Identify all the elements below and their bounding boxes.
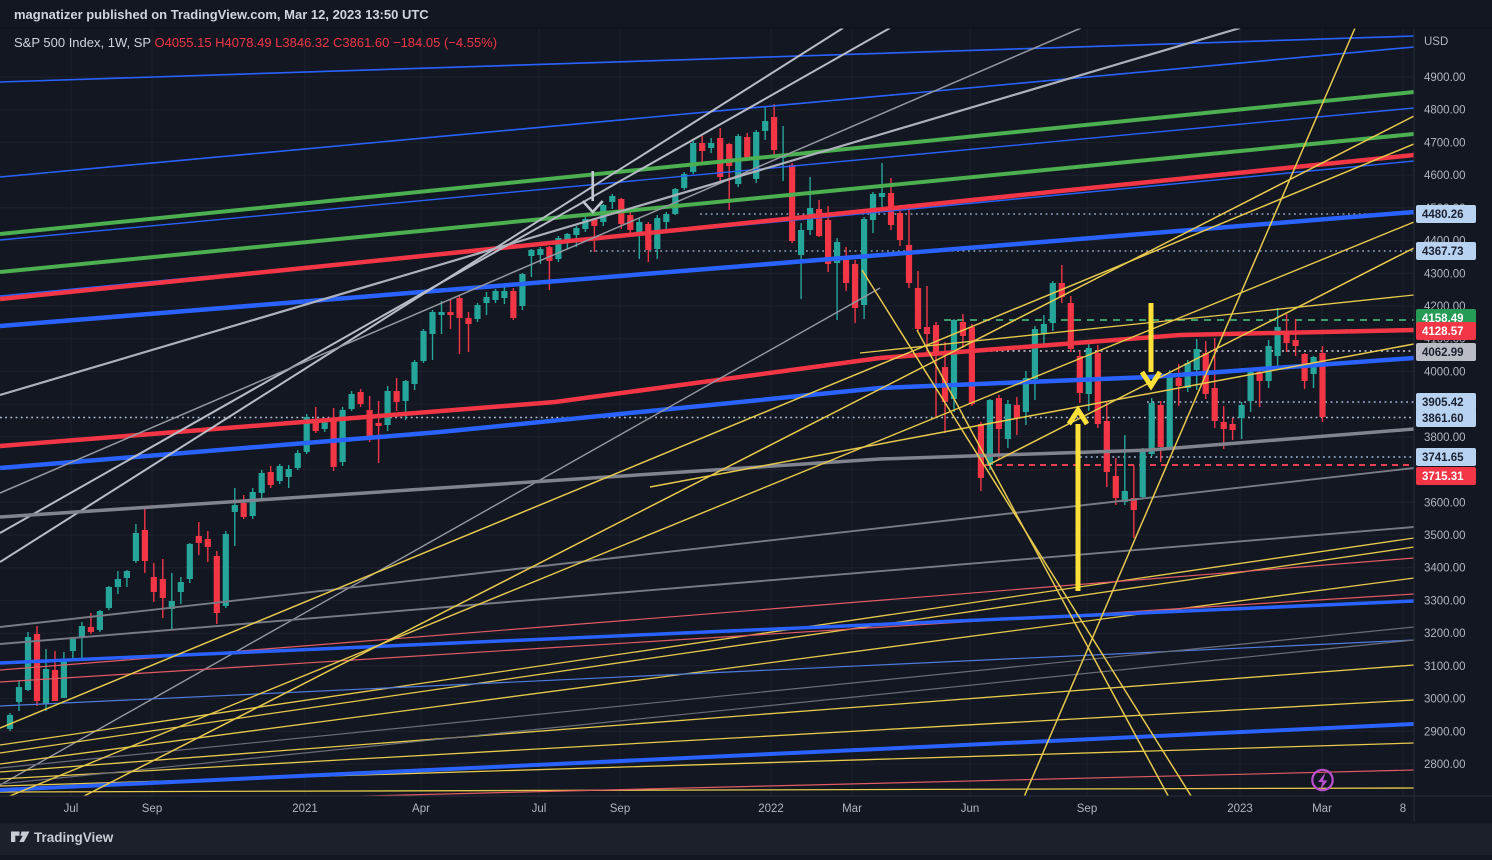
svg-text:4900.00: 4900.00 xyxy=(1424,72,1466,84)
svg-text:3715.31: 3715.31 xyxy=(1422,471,1464,483)
svg-text:Jul: Jul xyxy=(532,803,547,815)
svg-text:TradingView: TradingView xyxy=(34,830,114,845)
svg-text:4300.00: 4300.00 xyxy=(1424,268,1466,280)
svg-text:3861.60: 3861.60 xyxy=(1422,413,1464,425)
svg-text:Jul: Jul xyxy=(64,803,79,815)
svg-text:2900.00: 2900.00 xyxy=(1424,726,1466,738)
svg-text:Sep: Sep xyxy=(142,803,162,815)
svg-text:4000.00: 4000.00 xyxy=(1424,366,1466,378)
svg-text:4367.73: 4367.73 xyxy=(1422,246,1464,258)
svg-text:4600.00: 4600.00 xyxy=(1424,170,1466,182)
svg-text:Jun: Jun xyxy=(961,803,980,815)
svg-text:USD: USD xyxy=(1424,36,1448,48)
svg-text:3000.00: 3000.00 xyxy=(1424,694,1466,706)
svg-text:Mar: Mar xyxy=(842,803,862,815)
svg-text:2022: 2022 xyxy=(758,803,784,815)
svg-text:3500.00: 3500.00 xyxy=(1424,530,1466,542)
svg-text:3800.00: 3800.00 xyxy=(1424,432,1466,444)
svg-text:3200.00: 3200.00 xyxy=(1424,628,1466,640)
svg-text:2800.00: 2800.00 xyxy=(1424,759,1466,771)
svg-text:3400.00: 3400.00 xyxy=(1424,563,1466,575)
svg-text:3741.65: 3741.65 xyxy=(1422,452,1464,464)
svg-text:Apr: Apr xyxy=(412,803,430,815)
svg-text:magnatizer published on Tradin: magnatizer published on TradingView.com,… xyxy=(14,7,429,22)
svg-text:S&P 500 Index, 1W, SP O4055.1: S&P 500 Index, 1W, SP O4055.15 H4078.49 … xyxy=(14,35,497,50)
svg-text:2023: 2023 xyxy=(1227,803,1253,815)
svg-text:3100.00: 3100.00 xyxy=(1424,661,1466,673)
svg-text:Mar: Mar xyxy=(1312,803,1332,815)
svg-text:Sep: Sep xyxy=(1077,803,1097,815)
svg-text:3300.00: 3300.00 xyxy=(1424,595,1466,607)
svg-text:8: 8 xyxy=(1400,803,1406,815)
svg-text:4062.99: 4062.99 xyxy=(1422,347,1464,359)
svg-text:4700.00: 4700.00 xyxy=(1424,137,1466,149)
svg-text:Sep: Sep xyxy=(610,803,630,815)
svg-text:4128.57: 4128.57 xyxy=(1422,326,1464,338)
svg-text:3905.42: 3905.42 xyxy=(1422,397,1464,409)
svg-text:2021: 2021 xyxy=(292,803,318,815)
svg-text:4480.26: 4480.26 xyxy=(1422,209,1464,221)
svg-text:4800.00: 4800.00 xyxy=(1424,105,1466,117)
svg-text:3600.00: 3600.00 xyxy=(1424,497,1466,509)
